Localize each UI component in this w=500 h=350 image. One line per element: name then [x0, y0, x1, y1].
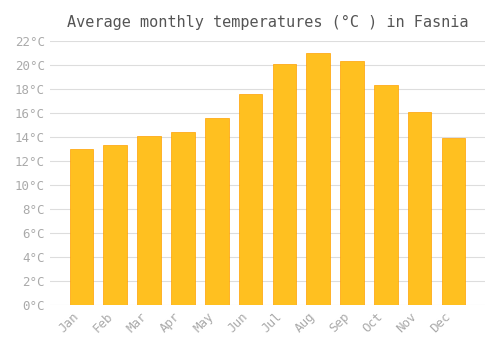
- Bar: [238, 94, 262, 305]
- Bar: [374, 85, 398, 305]
- Bar: [340, 61, 364, 305]
- Bar: [442, 138, 465, 305]
- Bar: [408, 112, 432, 305]
- Bar: [306, 53, 330, 305]
- Title: Average monthly temperatures (°C ) in Fasnia: Average monthly temperatures (°C ) in Fa…: [66, 15, 468, 30]
- Bar: [205, 118, 229, 305]
- Bar: [171, 132, 194, 305]
- Bar: [272, 64, 296, 305]
- Bar: [70, 149, 94, 305]
- Bar: [104, 145, 127, 305]
- Bar: [138, 136, 161, 305]
